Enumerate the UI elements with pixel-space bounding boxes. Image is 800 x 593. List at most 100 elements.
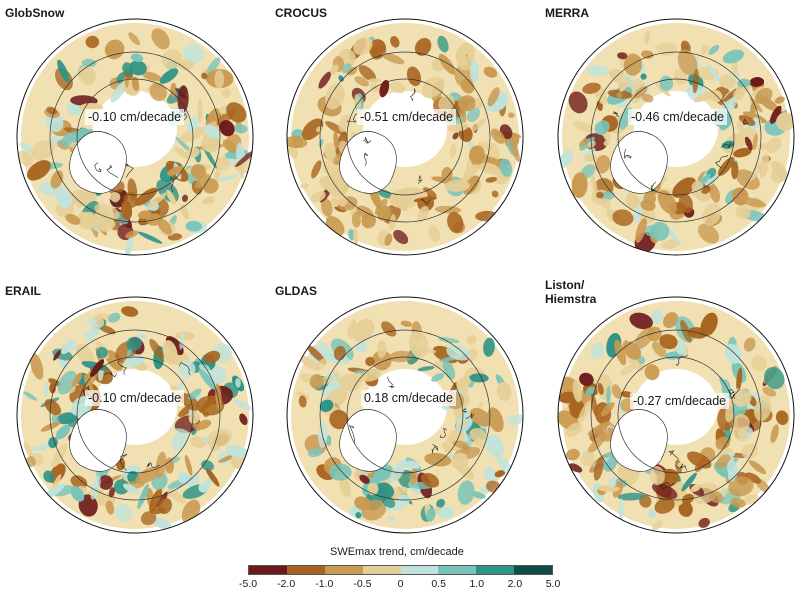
colorbar-tick-label: 1.0: [469, 578, 485, 590]
colorbar-tick-label: 2.0: [507, 578, 523, 590]
trend-patch: [150, 507, 166, 515]
trend-patch: [742, 111, 767, 124]
trend-patch: [352, 318, 375, 342]
trend-patch: [377, 340, 387, 359]
trend-patch: [113, 479, 130, 495]
coastline: [650, 181, 657, 192]
trend-patch: [587, 421, 611, 436]
trend-patch: [623, 341, 642, 360]
trend-patch: [585, 386, 596, 397]
colorbar-tick-label: 0: [397, 578, 404, 590]
trend-patch: [90, 322, 101, 336]
trend-patch: [334, 370, 342, 384]
trend-patch: [597, 383, 604, 395]
map-liston-hiemstra: [557, 296, 795, 534]
trend-patch: [319, 399, 334, 412]
trend-patch: [190, 164, 206, 179]
trend-label: -0.46 cm/decade: [628, 109, 728, 125]
trend-patch: [483, 337, 495, 357]
trend-patch: [690, 483, 701, 492]
coastline: [465, 413, 475, 420]
trend-patch: [315, 358, 328, 371]
coastline: [109, 199, 122, 209]
trend-patch: [353, 37, 373, 55]
trend-patch: [199, 369, 217, 390]
trend-patch: [49, 383, 56, 394]
trend-patch: [319, 175, 341, 191]
trend-patch: [463, 175, 480, 195]
trend-patch: [167, 488, 186, 504]
trend-patch: [756, 94, 779, 112]
trend-patch: [226, 102, 247, 123]
colorbar-title: SWEmax trend, cm/decade: [330, 546, 464, 558]
trend-patch: [318, 71, 332, 89]
trend-patch: [577, 400, 592, 423]
trend-patch: [19, 142, 34, 153]
trend-patch: [214, 169, 221, 181]
trend-patch: [353, 228, 359, 245]
trend-patch: [644, 224, 658, 237]
trend-patch: [678, 193, 693, 214]
trend-patch: [159, 68, 179, 84]
trend-patch: [700, 44, 710, 55]
trend-patch: [731, 58, 738, 77]
trend-patch: [656, 42, 677, 56]
trend-patch: [732, 414, 750, 433]
trend-patch: [629, 312, 653, 330]
trend-patch: [641, 93, 654, 103]
latitude-circle: [590, 329, 762, 501]
greenland-outline: [610, 409, 668, 472]
trend-patch: [452, 132, 459, 140]
trend-patch: [305, 344, 327, 365]
panel-erail: ERAIL -0.10 cm/decade: [5, 280, 265, 540]
trend-patch: [453, 457, 475, 480]
trend-patch: [213, 174, 239, 183]
coastline: [439, 427, 447, 438]
trend-patch: [166, 189, 177, 205]
trend-patch: [202, 197, 215, 205]
trend-patch: [641, 50, 654, 59]
trend-patch: [558, 391, 577, 404]
trend-patch: [179, 126, 205, 143]
trend-patch: [749, 77, 765, 87]
trend-patch: [774, 96, 785, 104]
trend-patch: [235, 149, 254, 167]
trend-patch: [620, 391, 633, 398]
trend-patch: [142, 71, 162, 82]
trend-patch: [565, 448, 580, 461]
coastline: [612, 111, 620, 117]
trend-patch: [57, 59, 70, 83]
trend-patch: [437, 35, 449, 53]
trend-patch: [611, 384, 622, 399]
trend-patch: [307, 447, 323, 458]
trend-patch: [568, 91, 588, 114]
colorbar-tick-label: 5.0: [545, 578, 561, 590]
trend-patch: [174, 428, 190, 436]
trend-patch: [121, 306, 139, 317]
colorbar-swatch: [476, 566, 515, 574]
coastline: [715, 155, 729, 169]
trend-patch: [733, 388, 752, 407]
trend-label: 0.18 cm/decade: [361, 390, 456, 406]
trend-patch: [125, 235, 134, 256]
trend-patch: [190, 436, 206, 448]
map-outline: [16, 296, 254, 534]
trend-patch: [452, 440, 469, 449]
coastline: [106, 164, 119, 178]
trend-patch: [78, 494, 98, 517]
trend-patch: [702, 203, 721, 227]
trend-patch: [647, 326, 662, 342]
trend-patch: [361, 499, 386, 521]
panel-title: GLDAS: [275, 284, 317, 298]
trend-patch: [232, 123, 248, 134]
trend-patch: [350, 319, 357, 328]
colorbar-swatch: [249, 566, 287, 574]
trend-patch: [347, 66, 358, 76]
trend-patch: [651, 520, 663, 531]
trend-patch: [655, 83, 671, 97]
trend-label: -0.10 cm/decade: [85, 109, 185, 125]
trend-patch: [749, 161, 764, 182]
trend-patch: [329, 409, 349, 430]
trend-patch: [709, 183, 721, 203]
trend-patch: [420, 472, 440, 488]
